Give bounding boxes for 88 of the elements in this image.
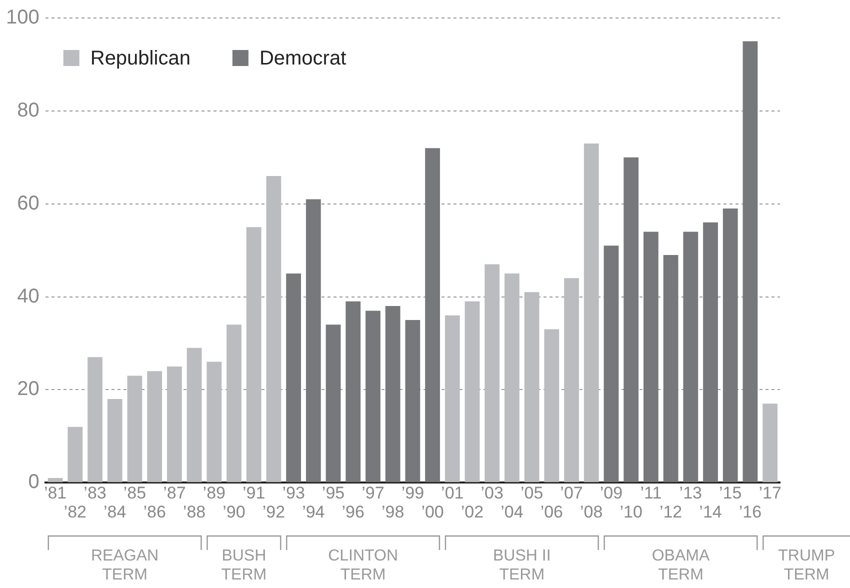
bar [683,232,698,482]
x-tick-label: ’96 [342,502,364,522]
bar [107,398,122,482]
x-tick-label: ’00 [421,502,444,522]
bar [186,348,202,482]
bar [246,227,262,482]
bar [504,274,520,482]
x-tick-label: ’10 [620,502,642,522]
x-tick-label: ’89 [202,484,226,503]
x-tick-label: ’06 [540,502,564,522]
x-tick-label: ’91 [242,484,266,503]
bar [385,306,400,482]
bar [127,376,142,482]
x-tick-label: ’93 [282,484,305,503]
bar [326,324,341,482]
bar [722,208,738,482]
x-tick-label: ’15 [719,484,742,503]
x-tick-label: ’04 [500,502,524,522]
bar [147,371,162,482]
x-tick-label: ’02 [460,502,484,522]
x-tick-label: ’92 [262,502,286,522]
bar [405,320,420,482]
bar [703,222,718,482]
text: BUSH II TERM [492,547,551,584]
x-tick-label: ’13 [679,484,702,503]
x-tick-label: ’95 [322,484,345,503]
x-tick-label: ’86 [143,502,166,522]
bar [68,426,83,482]
y-tick-label: 100 [6,6,40,29]
bar [226,324,242,482]
bar [762,404,778,482]
x-tick-label: ’14 [699,502,722,522]
bar [48,478,63,482]
x-tick-label: ’81 [44,484,67,503]
bar [742,41,758,482]
bar [524,292,540,482]
x-tick-label: ’83 [84,484,106,503]
bar [286,274,301,482]
x-tick-label: ’88 [182,502,206,522]
y-tick-label: 60 [17,192,40,214]
x-tick-label: ’99 [401,484,424,503]
bar [346,301,361,482]
bar [425,148,440,482]
bar [366,310,380,482]
x-tick-label: ’94 [302,502,325,522]
bar [206,362,222,482]
x-tick-label: ’07 [560,484,583,503]
legend-label: Republican [90,48,190,70]
bar [624,157,639,482]
x-tick-label: ’87 [163,484,186,503]
text: TRUMP TERM [778,547,836,584]
text: REAGAN TERM [91,547,159,584]
bar [484,264,500,482]
bar [306,199,321,482]
legend-label: Democrat [259,48,347,70]
bar [643,232,658,482]
x-tick-label: ’08 [580,502,603,522]
bar [564,278,579,482]
y-tick-label: 40 [17,285,40,308]
x-tick-label: ’16 [738,502,762,522]
x-tick-label: ’11 [640,484,662,503]
bar [444,315,460,482]
y-tick-label: 0 [28,471,40,494]
x-tick-label: ’01 [441,484,464,503]
bar [663,254,678,482]
x-tick-label: ’82 [64,502,86,522]
x-tick-label: ’97 [362,484,384,503]
x-tick-label: ’05 [520,484,544,503]
bar [464,301,480,482]
text: BUSH TERM [221,547,267,584]
bar [88,357,102,482]
x-tick-label: ’03 [480,484,504,503]
x-tick-label: ’98 [381,502,404,522]
bar [604,246,619,482]
x-tick-label: ’90 [222,502,246,522]
y-tick-label: 20 [17,378,40,400]
bar [544,329,560,482]
text: CLINTON TERM [328,547,398,584]
text: OBAMA TERM [652,547,710,584]
x-tick-label: ’85 [123,484,146,503]
bar [584,143,599,482]
y-tick-label: 80 [17,99,40,122]
x-tick-label: ’84 [104,502,126,522]
x-tick-label: ’17 [758,484,782,503]
bar [166,366,182,482]
x-tick-label: ’09 [600,484,623,503]
x-tick-label: ’12 [659,502,682,522]
bar [266,176,282,482]
